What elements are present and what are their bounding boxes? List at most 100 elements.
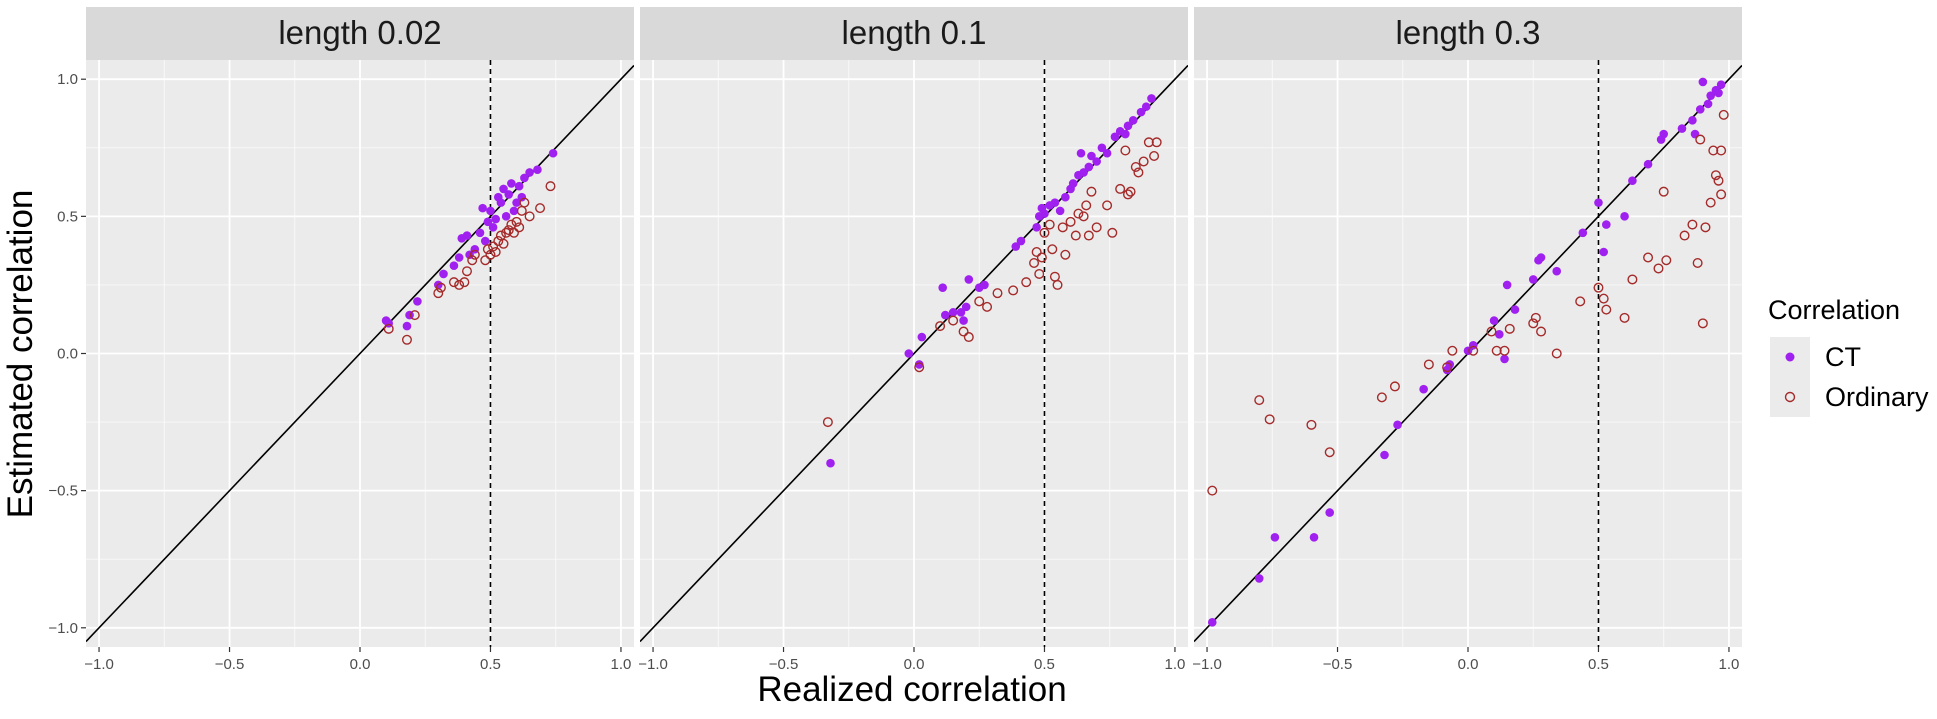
ct-point <box>525 168 534 177</box>
ordinary-point <box>1083 230 1094 241</box>
ct-point <box>904 349 914 358</box>
ordinary-point <box>1376 392 1387 403</box>
ct-point <box>1092 157 1101 166</box>
ct-point <box>499 184 508 194</box>
ordinary-point <box>1065 216 1076 227</box>
ordinary-point <box>1039 227 1050 238</box>
ct-point <box>1602 220 1611 229</box>
ct-point <box>1123 121 1133 131</box>
ordinary-point <box>1530 312 1541 323</box>
legend-key-ordinary-marker <box>1784 391 1796 403</box>
ordinary-point <box>1107 227 1118 238</box>
y-tick-label: −1.0 <box>48 620 78 637</box>
ordinary-point <box>1653 263 1664 274</box>
ct-point <box>1016 236 1026 246</box>
ct-point <box>1380 450 1389 460</box>
ordinary-point <box>1047 244 1058 255</box>
ordinary-point <box>1627 274 1638 285</box>
x-tick-label: 0.5 <box>1588 656 1609 673</box>
ordinary-point <box>1598 293 1609 304</box>
ct-point <box>1040 209 1049 218</box>
ct-point <box>402 321 412 331</box>
ct-point <box>1677 124 1687 133</box>
ordinary-point <box>1143 137 1154 148</box>
ordinary-point <box>1536 326 1547 337</box>
ordinary-point <box>1122 189 1133 200</box>
ordinary-point <box>1138 156 1149 167</box>
ct-point <box>1128 116 1138 125</box>
ct-point <box>1254 574 1264 583</box>
ordinary-point <box>1264 414 1275 425</box>
ct-point <box>1079 168 1088 177</box>
ct-point <box>454 253 464 262</box>
x-tick-label: −1.0 <box>1192 656 1222 673</box>
ordinary-point <box>1619 312 1630 323</box>
ct-point <box>1688 116 1697 125</box>
ct-point <box>1110 132 1120 142</box>
legend-key-ct-marker <box>1785 352 1795 362</box>
ct-point <box>826 458 835 468</box>
ordinary-point <box>1716 189 1727 200</box>
ct-point <box>1055 206 1065 216</box>
ct-point <box>1087 151 1096 161</box>
panel-strip <box>1194 7 1742 60</box>
ordinary-point <box>1528 318 1539 329</box>
ordinary-point <box>982 301 993 312</box>
ordinary-point <box>1130 161 1141 172</box>
ct-point <box>1084 162 1094 172</box>
ct-point <box>938 283 948 292</box>
ordinary-point <box>1120 145 1131 156</box>
ordinary-point <box>1036 252 1047 263</box>
ct-point <box>1714 88 1723 98</box>
ct-point <box>496 198 506 207</box>
ordinary-point <box>1057 222 1068 233</box>
ordinary-point <box>1486 326 1497 337</box>
ordinary-point <box>1692 257 1703 268</box>
ordinary-point <box>1716 145 1727 156</box>
ordinary-point <box>1091 222 1102 233</box>
x-tick-label: 0.0 <box>350 656 371 673</box>
x-tick-label: −0.5 <box>1323 656 1353 673</box>
ordinary-point <box>822 417 833 428</box>
panel-2: length 0.1 −1.0 −0.5 0.0 0.5 1.0 <box>638 7 1188 673</box>
panel-content <box>640 60 1188 647</box>
ordinary-point <box>488 241 499 252</box>
ct-point <box>1706 91 1715 100</box>
ct-point <box>1147 94 1156 103</box>
ordinary-point <box>1008 285 1019 296</box>
y-tick-label: 1.0 <box>57 71 78 88</box>
ordinary-point <box>501 227 512 238</box>
x-tick-label: 1.0 <box>1719 656 1740 673</box>
ct-point <box>449 261 459 271</box>
ct-point <box>948 308 958 317</box>
ordinary-point <box>1695 134 1706 145</box>
ordinary-point <box>545 181 556 192</box>
ct-point <box>1536 253 1546 262</box>
ct-point <box>1419 384 1428 394</box>
ct-point <box>1659 129 1669 139</box>
ordinary-point <box>1499 345 1510 356</box>
ct-point <box>491 214 500 224</box>
panel-title: length 0.3 <box>1396 14 1541 51</box>
ordinary-point <box>448 277 459 288</box>
ordinary-point <box>1389 381 1400 392</box>
y-axis-title: Estimated correlation <box>1 190 40 519</box>
ordinary-point <box>1031 247 1042 258</box>
legend-title: Correlation <box>1768 295 1900 325</box>
ordinary-point <box>958 326 969 337</box>
ct-point <box>959 316 968 325</box>
ct-point <box>1703 99 1713 109</box>
ordinary-point <box>1697 318 1708 329</box>
ct-point <box>914 360 924 369</box>
ordinary-point <box>1705 197 1716 208</box>
ct-point <box>1716 80 1726 89</box>
x-tick-label: 1.0 <box>1165 656 1186 673</box>
ct-point <box>1628 176 1637 185</box>
ct-point <box>1489 316 1499 325</box>
ordinary-point <box>469 249 480 260</box>
ct-point <box>548 148 558 158</box>
ct-point <box>980 280 989 290</box>
ct-point <box>941 310 950 320</box>
ct-point <box>1068 179 1078 188</box>
x-tick-label: 0.0 <box>1458 656 1479 673</box>
